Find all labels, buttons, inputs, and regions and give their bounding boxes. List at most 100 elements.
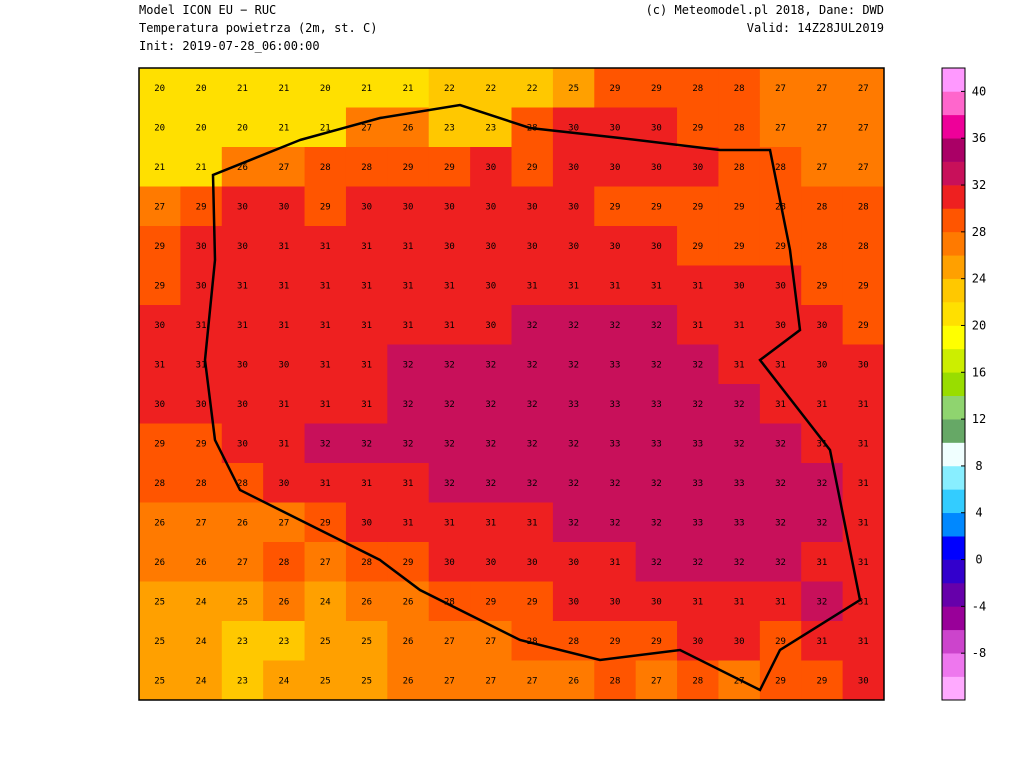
cell-label: 23 [444,123,455,133]
cell-label: 29 [651,84,662,94]
cell-label: 27 [527,676,538,686]
temperature-cell [511,423,554,464]
cell-label: 31 [816,400,827,410]
temperature-cell [304,660,347,701]
temperature-cell [677,542,719,582]
cell-label: 28 [734,84,745,94]
country-border [203,103,862,692]
cell-label: 32 [485,360,496,370]
temperature-cell [139,502,181,543]
temperature-cell [511,384,554,424]
cell-label: 32 [651,518,662,528]
temperature-cell [842,581,885,622]
temperature-cell [718,226,761,266]
temperature-cell [470,305,512,345]
cell-label: 33 [651,400,662,410]
cell-label: 30 [485,202,496,212]
temperature-cell [635,423,678,464]
cell-label: 25 [320,637,331,647]
temperature-cell [677,226,719,266]
temperature-cell [263,660,306,701]
temperature-cell [511,581,554,622]
cell-label: 32 [444,439,455,449]
cell-label: 31 [320,479,331,489]
cell-label: 31 [361,360,372,370]
cell-label: 30 [775,281,786,291]
cell-label: 30 [237,360,248,370]
temperature-cell [594,186,637,227]
cell-label: 23 [237,637,248,647]
temperature-cell [801,147,844,187]
cell-label: 33 [692,439,703,449]
temperature-cell [801,542,844,582]
temperature-cell [180,423,223,464]
temperature-cell [511,660,554,701]
cell-label: 27 [278,518,289,528]
cell-label: 29 [610,202,621,212]
cell-label: 30 [444,242,455,252]
temperature-cell [428,226,471,266]
cell-label: 26 [403,676,414,686]
temperature-cell [677,423,719,464]
temperature-cell [677,147,719,187]
temperature-cell [221,68,264,108]
cell-label: 28 [568,637,579,647]
cell-label: 29 [816,281,827,291]
cell-label: 31 [278,439,289,449]
cell-label: 29 [692,202,703,212]
cell-label: 29 [610,84,621,94]
cell-label: 30 [527,242,538,252]
temperature-cell [221,542,264,582]
temperature-cell [345,226,388,266]
temperature-cell [304,542,347,582]
cell-label: 29 [154,281,165,291]
temperature-cell [470,502,512,543]
cell-label: 21 [154,163,165,173]
temperature-cell [263,265,306,306]
cell-label: 32 [568,479,579,489]
colorbar-swatch [942,255,965,279]
cell-label: 30 [610,597,621,607]
temperature-cell [718,147,761,187]
temperature-cell [801,305,844,345]
cell-label: 32 [527,439,538,449]
temperature-cell [387,621,430,661]
cell-label: 25 [361,637,372,647]
colorbar-tick-label: -4 [972,599,986,613]
cell-label: 32 [775,479,786,489]
cell-label: 31 [361,281,372,291]
colorbar-tick-label: 40 [972,84,986,98]
temperature-cell [511,344,554,385]
cell-label: 27 [485,637,496,647]
temperature-cell [387,502,430,543]
cell-label: 27 [444,676,455,686]
temperature-cell [677,463,719,503]
cell-label: 26 [403,637,414,647]
temperature-cell [801,502,844,543]
temperature-cell [470,147,512,187]
cell-label: 26 [196,558,207,568]
temperature-cell [221,621,264,661]
temperature-cell [552,423,595,464]
temperature-cell [221,107,264,148]
cell-label: 29 [403,558,414,568]
cell-label: 27 [775,123,786,133]
temperature-cell [801,344,844,385]
temperature-cell [470,384,512,424]
cell-label: 29 [775,676,786,686]
temperature-cell [552,107,595,148]
temperature-cell [139,226,181,266]
temperature-cell [552,147,595,187]
cell-label: 27 [196,518,207,528]
temperature-cell [221,423,264,464]
colorbar-swatch [942,536,965,560]
temperature-cell [511,305,554,345]
cell-label: 30 [154,400,165,410]
temperature-cell [677,107,719,148]
temperature-cell [180,384,223,424]
cell-label: 32 [651,360,662,370]
cell-label: 32 [651,321,662,331]
cell-label: 29 [610,637,621,647]
temperature-cell [180,68,223,108]
cell-label: 31 [858,518,869,528]
